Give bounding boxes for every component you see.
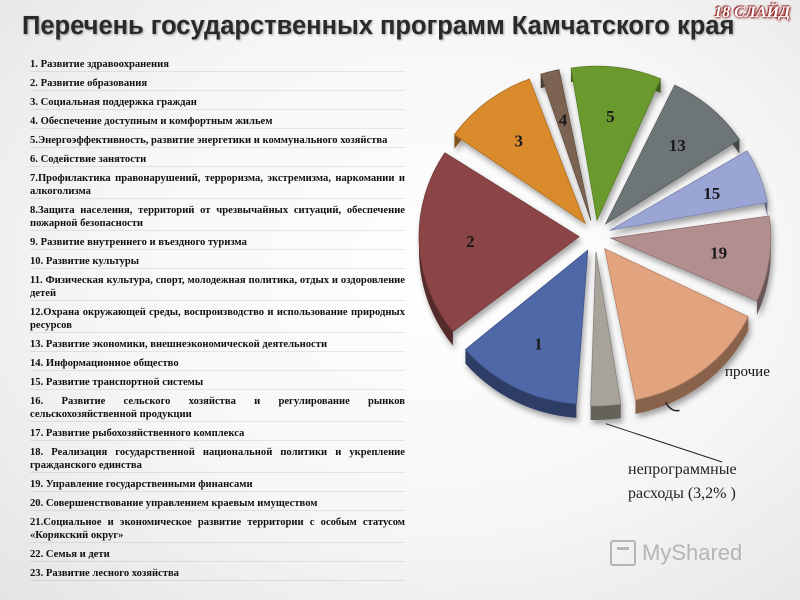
slide-number: 18 СЛАЙД — [714, 4, 790, 21]
program-item: 14. Информационное общество — [30, 357, 405, 371]
pie-slice-side — [635, 316, 749, 414]
program-item: 6. Содействие занятости — [30, 153, 405, 167]
pie-slice — [570, 65, 662, 222]
pie-slice-label: 19 — [710, 244, 727, 263]
pie-slice — [464, 249, 589, 405]
page-title: Перечень государственных программ Камчат… — [22, 12, 735, 40]
watermark: MyShared — [610, 540, 742, 566]
program-item: 21.Социальное и экономическое развитие т… — [30, 517, 405, 543]
program-list: 1. Развитие здравоохранения 2. Развитие о… — [30, 58, 405, 586]
pie-slice-label: 5 — [606, 107, 615, 126]
program-item: 19. Управление государственными финансам… — [30, 478, 405, 492]
watermark-logo-icon — [610, 540, 636, 566]
program-item: 9. Развитие внутреннего и въездного тури… — [30, 236, 405, 250]
program-item: 7.Профилактика правонарушений, терроризм… — [30, 173, 405, 199]
pie-slice-side — [590, 404, 621, 420]
non-program-expenses-label: непрограммные расходы (3,2% ) — [628, 461, 737, 502]
program-item: 23. Развитие лесного хозяйства — [30, 567, 405, 581]
program-item: 4. Обеспечение доступным и комфортным жи… — [30, 115, 405, 129]
pie-slice-label: 3 — [515, 131, 524, 150]
pie-slice — [418, 152, 580, 333]
program-item: 20. Совершенствование управлением краевы… — [30, 497, 405, 511]
program-item: 11. Физическая культура, спорт, молодежн… — [30, 275, 405, 301]
other-leader-line — [664, 401, 680, 412]
pie-slice — [453, 78, 587, 225]
pie-slice — [540, 69, 592, 221]
program-item: 5.Энергоэффективность, развитие энергети… — [30, 134, 405, 148]
program-item: 2. Развитие образования — [30, 77, 405, 91]
program-item: 1. Развитие здравоохранения — [30, 58, 405, 72]
pie-slice — [590, 251, 622, 407]
pie-slice — [609, 215, 772, 302]
pie-slice-label: 1 — [534, 335, 543, 354]
pie-slice-label: 13 — [669, 136, 686, 155]
program-item: 17. Развитие рыбохозяйственного комплекс… — [30, 427, 405, 441]
program-item: 3. Социальная поддержка граждан — [30, 96, 405, 110]
pie-slice-label: 15 — [703, 184, 720, 203]
program-item: 22. Семья и дети — [30, 548, 405, 562]
program-item: 12.Охрана окружающей среды, воспроизводс… — [30, 307, 405, 333]
program-item: 10. Развитие культуры — [30, 255, 405, 269]
pie-slice — [604, 84, 740, 226]
pie-slice — [604, 248, 749, 401]
watermark-text: MyShared — [642, 540, 743, 565]
non-program-leader-line — [605, 423, 723, 463]
program-item: 8.Защита населения, территорий от чрезвы… — [30, 205, 405, 231]
pie-slice — [609, 150, 768, 231]
other-label: прочие — [725, 364, 770, 380]
program-item: 13. Развитие экономики, внешнеэкономичес… — [30, 338, 405, 352]
pie-slice-label: 4 — [559, 110, 568, 129]
program-item: 16. Развитие сельского хозяйства и регул… — [30, 396, 405, 422]
pie-slice-side — [465, 349, 577, 418]
program-item: 15. Развитие транспортной системы — [30, 376, 405, 390]
program-item: 18. Реализация государственной националь… — [30, 447, 405, 473]
pie-slice-label: 2 — [466, 232, 475, 251]
